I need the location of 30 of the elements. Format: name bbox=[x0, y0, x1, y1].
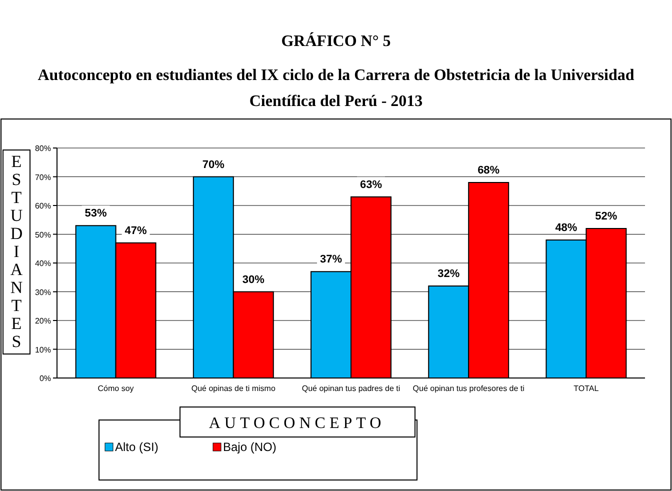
y-tick-label: 80% bbox=[34, 144, 51, 153]
x-tick-label: Cómo soy bbox=[98, 384, 134, 393]
text: ESTUDIANTES bbox=[10, 152, 23, 351]
data-label: 52% bbox=[595, 210, 618, 222]
x-axis-title: AUTOCONCEPTO bbox=[208, 415, 386, 432]
x-tick-label: Qué opinan tus profesores de ti bbox=[412, 384, 525, 393]
chart-title: GRÁFICO N° 5 bbox=[281, 32, 391, 50]
y-tick-label: 70% bbox=[34, 172, 51, 182]
x-tick-label: Qué opinas de ti mismo bbox=[191, 384, 276, 393]
y-tick-label: 0% bbox=[39, 374, 51, 383]
data-label: 68% bbox=[478, 164, 500, 176]
y-tick-label: 50% bbox=[34, 230, 51, 240]
y-tick-label: 10% bbox=[34, 345, 51, 354]
data-label: 63% bbox=[360, 178, 382, 191]
data-label: 30% bbox=[242, 274, 265, 286]
y-tick-label: 60% bbox=[34, 202, 51, 210]
y-tick-label: 40% bbox=[34, 259, 51, 268]
x-tick-label: TOTAL bbox=[574, 384, 600, 393]
x-tick-label: Qué opinan tus padres de ti bbox=[302, 384, 400, 393]
y-tick-label: 30% bbox=[34, 288, 51, 297]
chart-subtitle: Autoconcepto en estudiantes del IX ciclo de la Carrera de Obstetricia de la Universidad Científica del Perú - 2013 bbox=[38, 67, 634, 110]
data-label: 37% bbox=[320, 254, 342, 266]
data-label: 53% bbox=[84, 208, 108, 220]
data-label: 48% bbox=[555, 222, 578, 234]
data-label: 32% bbox=[438, 268, 460, 280]
legend-label: Alto (SI) bbox=[115, 440, 158, 454]
data-label: 47% bbox=[124, 224, 148, 237]
data-label: 70% bbox=[202, 158, 225, 171]
legend-label: Bajo (NO) bbox=[223, 440, 276, 454]
y-tick-label: 20% bbox=[34, 316, 51, 326]
